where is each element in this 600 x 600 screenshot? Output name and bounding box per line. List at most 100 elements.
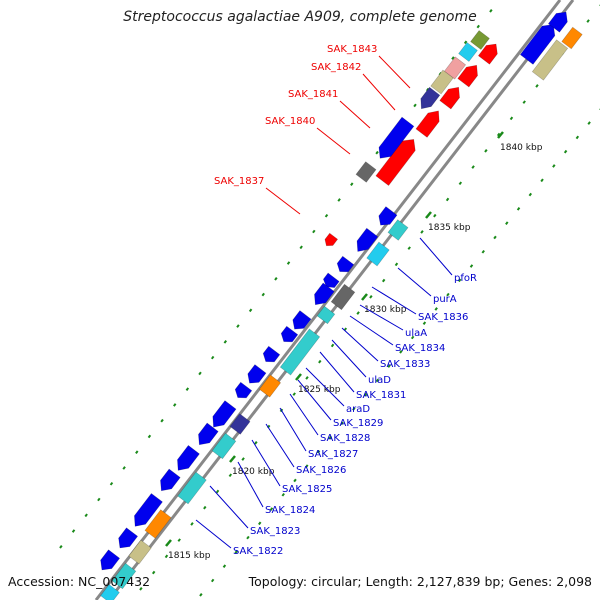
gene-label[interactable]: SAK_1826 <box>296 465 346 476</box>
gene-label[interactable]: SAK_1837 <box>214 176 264 187</box>
gene-label[interactable]: SAK_1841 <box>288 89 338 100</box>
gene-arrow[interactable] <box>374 116 415 163</box>
gene-arrow[interactable] <box>130 493 163 530</box>
gene-arrow[interactable] <box>279 328 321 376</box>
accession-caption: Accession: <box>8 574 75 589</box>
gene-arrow[interactable] <box>258 374 282 398</box>
scale-tick <box>203 505 207 510</box>
gene-arrow[interactable] <box>128 539 152 565</box>
gene-arrow[interactable] <box>111 562 137 590</box>
gene-label[interactable]: SAK_1829 <box>333 418 383 429</box>
scale-tick <box>575 135 580 140</box>
gene-label[interactable]: SAK_1823 <box>250 526 300 537</box>
gene-leader-line <box>371 286 417 315</box>
scale-tick <box>305 376 309 380</box>
scale-tick <box>215 489 220 494</box>
gene-arrow[interactable] <box>244 364 267 388</box>
gene-arrow[interactable] <box>457 61 482 88</box>
gene-arrow[interactable] <box>443 56 467 80</box>
gene-label[interactable]: SAK_1831 <box>356 390 406 401</box>
gene-arrow[interactable] <box>310 282 335 309</box>
gene-arrow[interactable] <box>470 30 490 50</box>
scale-tick <box>293 478 297 483</box>
gene-arrow[interactable] <box>289 310 312 334</box>
gene-arrow[interactable] <box>519 20 559 65</box>
gene-label[interactable]: SAK_1834 <box>395 343 445 354</box>
gene-label[interactable]: SAK_1822 <box>233 546 283 557</box>
scale-tick <box>356 311 360 315</box>
gene-arrow[interactable] <box>232 381 253 402</box>
gene-arrow[interactable] <box>177 471 207 505</box>
gene-arrow[interactable] <box>278 325 299 346</box>
scale-tick <box>254 441 258 445</box>
scale-tick <box>109 481 114 486</box>
gene-label[interactable]: SAK_1828 <box>320 433 370 444</box>
gene-arrow[interactable] <box>387 219 409 241</box>
gene-arrow[interactable] <box>477 40 501 65</box>
gene-arrow[interactable] <box>430 69 454 95</box>
gene-arrow[interactable] <box>229 413 251 435</box>
gene-arrow[interactable] <box>316 305 336 325</box>
gene-arrow[interactable] <box>100 584 120 600</box>
scale-tick <box>394 262 399 267</box>
gene-arrow[interactable] <box>531 39 569 81</box>
gene-arrow[interactable] <box>208 400 237 432</box>
gene-arrow[interactable] <box>194 422 219 449</box>
gene-arrow[interactable] <box>321 272 340 291</box>
gene-arrow[interactable] <box>366 241 390 267</box>
gene-label[interactable]: SAK_1836 <box>418 312 468 323</box>
gene-label[interactable]: SAK_1833 <box>380 359 430 370</box>
gene-arrow[interactable] <box>375 206 398 230</box>
gene-label[interactable]: SAK_1840 <box>265 116 315 127</box>
gene-leader-line <box>362 73 396 111</box>
gene-label[interactable]: purA <box>433 294 457 305</box>
gene-arrow[interactable] <box>173 444 200 474</box>
gene-arrow[interactable] <box>330 283 356 311</box>
gene-label[interactable]: SAK_1825 <box>282 484 332 495</box>
scale-tick <box>292 392 296 396</box>
gene-arrow[interactable] <box>458 42 478 62</box>
scale-tick <box>236 324 240 328</box>
gene-arrow[interactable] <box>416 86 441 112</box>
gene-arrow[interactable] <box>322 232 339 249</box>
scale-tick <box>420 230 424 234</box>
scale-tick <box>505 221 509 225</box>
gene-leader-line <box>289 393 319 436</box>
gene-arrow[interactable] <box>211 432 237 460</box>
gene-arrow[interactable] <box>114 527 139 552</box>
gene-label[interactable]: SAK_1824 <box>265 505 315 516</box>
gene-arrow[interactable] <box>415 107 444 138</box>
gene-leader-line <box>251 439 281 487</box>
gene-arrow[interactable] <box>334 255 355 276</box>
scale-tick <box>586 19 590 23</box>
gene-label[interactable]: SAK_1827 <box>308 449 358 460</box>
gene-label[interactable]: SAK_1843 <box>327 44 377 55</box>
gene-arrow[interactable] <box>561 26 583 50</box>
scale-tick <box>458 278 462 283</box>
gene-label[interactable]: araD <box>346 404 370 415</box>
gene-arrow[interactable] <box>144 509 172 539</box>
scale-tick <box>274 277 278 281</box>
scale-tick <box>222 564 227 569</box>
gene-label[interactable]: ulaA <box>405 328 427 339</box>
gene-label[interactable]: ulaD <box>368 375 391 386</box>
gene-leader-line <box>279 407 307 452</box>
gene-arrow[interactable] <box>439 83 464 110</box>
gene-leader-line <box>209 485 249 529</box>
scale-tick <box>451 56 455 60</box>
gene-arrow[interactable] <box>260 345 281 366</box>
gene-arrow[interactable] <box>352 227 379 256</box>
gene-arrow[interactable] <box>96 549 121 574</box>
gene-arrow[interactable] <box>355 161 377 183</box>
gene-arrow[interactable] <box>547 8 571 33</box>
gene-label[interactable]: SAK_1842 <box>311 62 361 73</box>
scale-tick <box>463 40 468 45</box>
gene-arrow[interactable] <box>156 468 181 495</box>
scale-major-tick <box>361 293 368 301</box>
scale-tick <box>496 132 501 137</box>
scale-tick <box>535 84 539 88</box>
gene-label[interactable]: pfoR <box>454 273 477 284</box>
scale-tick <box>177 538 181 542</box>
scale-tick <box>241 457 245 461</box>
